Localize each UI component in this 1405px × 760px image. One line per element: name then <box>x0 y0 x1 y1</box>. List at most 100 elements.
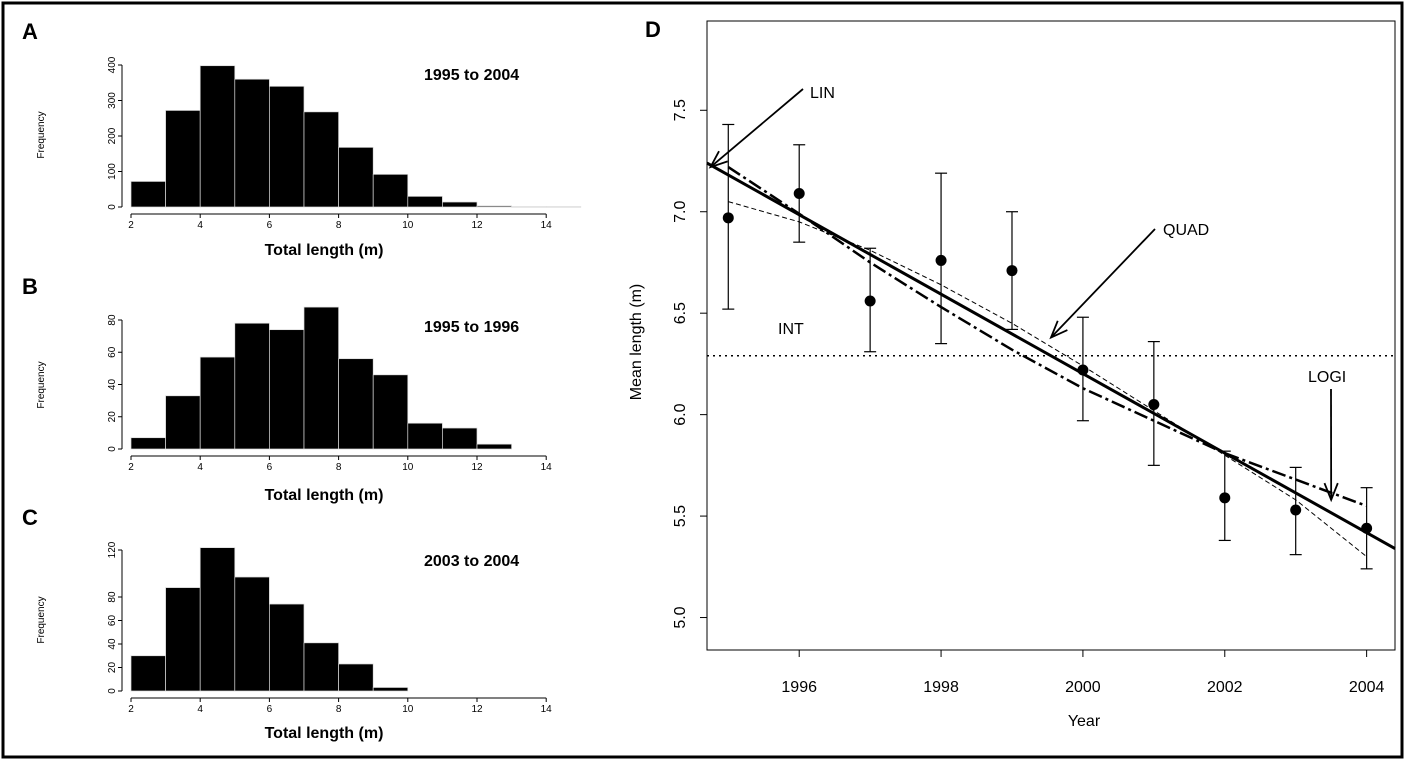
panel-d-x-axis: 1996 1998 2000 2002 2004 <box>781 650 1385 696</box>
panel-a-bar <box>303 111 339 208</box>
annotation-logi-arrowhead <box>1323 482 1339 503</box>
panel-b-x-tick-label: 10 <box>402 462 414 473</box>
panel-c-y-axis: 0 20 40 60 80 120 <box>107 541 123 694</box>
panel-c-x-axis: 2 4 6 8 10 12 14 <box>128 697 553 715</box>
panel-a-x-tick-label: 12 <box>471 220 483 231</box>
panel-b-x-tick-label: 14 <box>541 462 553 473</box>
panel-b-y-tick-label: 40 <box>107 379 118 391</box>
panel-c-bar <box>269 603 305 692</box>
annotation-lin-arrowhead <box>708 150 728 169</box>
panel-b-y-tick-label: 0 <box>107 446 118 452</box>
panel-a-y-axis-label: Frequency <box>36 111 47 158</box>
panel-b-bar <box>442 427 478 450</box>
panel-b-bar <box>338 358 374 450</box>
annotation-quad-label: QUAD <box>1163 222 1209 239</box>
panel-a-x-axis: 2 4 6 8 10 12 14 <box>128 213 553 231</box>
panel-b-bar <box>372 374 409 450</box>
panel-c-y-tick-label: 80 <box>107 591 118 603</box>
panel-a-x-tick-label: 14 <box>541 220 553 231</box>
panel-a-bar <box>476 205 512 208</box>
panel-b-bar <box>476 443 512 450</box>
panel-d-y-tick-label: 7.5 <box>672 99 689 121</box>
annotation-lin-arrow <box>709 88 804 168</box>
panel-d-points <box>722 187 1373 534</box>
panel-a-bar <box>511 206 547 208</box>
panel-c-bar <box>234 576 270 692</box>
panel-c-y-tick-label: 40 <box>107 638 118 650</box>
panel-a-bar <box>165 110 201 208</box>
panel-c-y-tick-label: 0 <box>107 688 118 694</box>
panel-b-x-tick-label: 8 <box>336 462 342 473</box>
panel-a-bar <box>545 206 582 208</box>
panel-c-x-axis-label: Total length (m) <box>265 725 384 742</box>
panel-c-bar <box>372 687 409 692</box>
annotation-logi-label: LOGI <box>1308 369 1346 386</box>
panel-a-x-tick-label: 4 <box>197 220 203 231</box>
panel-b-bar <box>165 395 201 450</box>
panel-c-bar <box>130 655 166 692</box>
panel-d-y-tick-label: 7.0 <box>672 201 689 223</box>
panel-a-bar <box>372 173 409 208</box>
panel-d-plot-frame <box>706 20 1396 651</box>
data-point <box>1148 398 1160 410</box>
panel-c-annotation: 2003 to 2004 <box>424 553 519 570</box>
panel-c-bars <box>130 547 409 692</box>
panel-c-x-tick-label: 14 <box>541 704 553 715</box>
panel-c-bar <box>199 547 236 692</box>
panel-a-bar <box>234 78 270 208</box>
panel-b-y-axis-label: Frequency <box>36 361 47 408</box>
panel-d-y-tick-label: 5.5 <box>672 505 689 527</box>
panel-b-x-tick-label: 4 <box>197 462 203 473</box>
model-line-logi <box>728 201 1367 558</box>
panel-d-x-tick-label: 1998 <box>923 679 959 696</box>
panel-c-y-tick-label: 120 <box>107 541 118 558</box>
panel-d-x-tick-label: 1996 <box>781 679 817 696</box>
annotation-int-label: INT <box>778 321 804 338</box>
panel-b-bar <box>234 322 270 450</box>
histogram-panel-c: C 2003 to 2004 2 4 6 8 10 12 14 0 20 40 60 80 120 T… <box>22 505 552 742</box>
panel-b-y-tick-label: 80 <box>107 314 118 326</box>
panel-d-x-axis-label: Year <box>1068 713 1101 730</box>
data-point <box>1361 522 1373 534</box>
panel-b-annotation: 1995 to 1996 <box>424 319 519 336</box>
data-point <box>793 187 805 199</box>
panel-a-x-tick-label: 6 <box>267 220 273 231</box>
panel-a-bar <box>407 196 443 208</box>
histogram-panel-b: B 1995 to 1996 2 4 6 8 10 12 14 0 20 40 60 80 Tota… <box>22 274 552 504</box>
data-point <box>935 254 947 266</box>
scatter-panel-d: D 1996 1998 2000 2002 2004 5.0 5.5 6.0 6.5 7.0 7.… <box>628 17 1396 730</box>
panel-d-x-tick-label: 2004 <box>1349 679 1385 696</box>
panel-letter-d: D <box>645 17 661 42</box>
data-point <box>1077 364 1089 376</box>
panel-b-y-tick-label: 20 <box>107 411 118 423</box>
panel-c-y-tick-label: 20 <box>107 662 118 674</box>
data-point <box>1290 504 1302 516</box>
panel-a-x-tick-label: 8 <box>336 220 342 231</box>
panel-b-x-tick-label: 2 <box>128 462 134 473</box>
panel-a-y-tick-label: 100 <box>107 163 118 180</box>
panel-a-y-tick-label: 200 <box>107 127 118 144</box>
panel-c-x-tick-label: 8 <box>336 704 342 715</box>
data-point <box>722 212 734 224</box>
panel-d-error-bars <box>722 123 1373 570</box>
panel-a-y-axis: 0 100 200 300 400 <box>107 56 123 210</box>
panel-a-bar <box>338 147 374 208</box>
panel-a-bars <box>130 65 582 208</box>
panel-d-annotations: LIN QUAD INT LOGI <box>708 85 1346 503</box>
panel-b-bar <box>303 306 339 450</box>
panel-a-y-tick-label: 300 <box>107 92 118 109</box>
histogram-panel-a: A 1995 to 2004 2 4 6 8 10 12 14 0100200300400 … <box>22 19 582 259</box>
panel-d-x-tick-label: 2000 <box>1065 679 1101 696</box>
panel-a-y-tick-label: 0 <box>107 204 118 210</box>
panel-b-y-axis: 0 20 40 60 80 <box>107 314 123 452</box>
data-point <box>1006 265 1018 277</box>
data-point <box>864 295 876 307</box>
annotation-quad-arrowhead <box>1049 320 1068 340</box>
panel-a-x-tick-label: 10 <box>402 220 414 231</box>
panel-b-bars <box>130 306 512 450</box>
panel-a-x-tick-label: 2 <box>128 220 134 231</box>
model-line-quad <box>727 166 1368 508</box>
panel-b-y-tick-label: 60 <box>107 346 118 358</box>
panel-c-bar <box>303 642 339 692</box>
